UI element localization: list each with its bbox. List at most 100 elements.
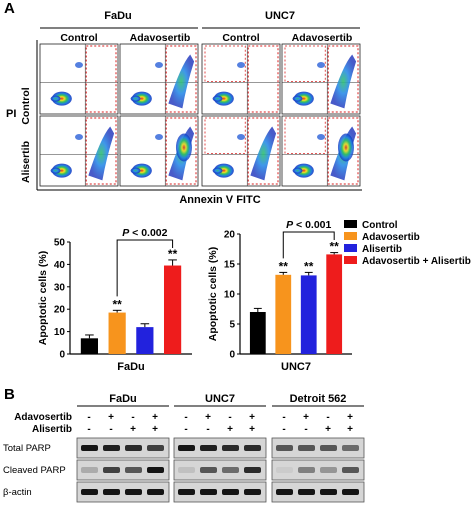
wb-band	[125, 445, 142, 451]
wb-band	[342, 467, 359, 473]
wb-band	[147, 467, 164, 473]
significance-mark: **	[304, 259, 314, 273]
flow-col-label-2: Adavosertib	[129, 32, 191, 44]
wb-adavosertib-mark: +	[303, 412, 309, 423]
y-tick-label: 5	[229, 320, 235, 331]
flow-row-label-alisertib: Alisertib	[20, 141, 32, 184]
y-tick-label: 15	[224, 260, 236, 271]
flow-col-label-4: Adavosertib	[291, 32, 353, 44]
wb-alisertib-mark: -	[184, 424, 187, 435]
wb-band	[298, 467, 315, 473]
wb-band	[320, 467, 337, 473]
wb-band	[222, 467, 239, 473]
wb-blot-box	[271, 481, 365, 503]
wb-alisertib-mark: -	[304, 424, 307, 435]
wb-adavosertib-mark: +	[108, 412, 114, 423]
wb-band	[298, 489, 315, 495]
wb-band	[103, 445, 120, 451]
wb-blot-box	[173, 481, 267, 503]
comparison-bracket	[282, 231, 335, 259]
legend-swatch	[344, 220, 357, 228]
panel-b-label: B	[4, 386, 15, 403]
wb-adavosertib-mark: -	[282, 412, 285, 423]
wb-blot-box	[76, 459, 170, 481]
wb-band	[178, 467, 195, 473]
wb-blot-box	[76, 481, 170, 503]
wb-group-title: UNC7	[205, 393, 235, 405]
y-tick-label: 10	[224, 290, 236, 301]
wb-adavosertib-mark: +	[205, 412, 211, 423]
significance-mark: **	[112, 297, 122, 311]
wb-band	[200, 445, 217, 451]
bar-1	[80, 338, 99, 354]
wb-group-title: Detroit 562	[290, 393, 347, 405]
wb-band	[320, 489, 337, 495]
flow-plot-2-2	[119, 115, 199, 187]
legend-label: Adavosertib	[362, 232, 420, 243]
wb-band	[222, 445, 239, 451]
wb-band	[276, 445, 293, 451]
wb-band	[178, 489, 195, 495]
flow-plot-2-1	[39, 115, 119, 187]
wb-band	[178, 445, 195, 451]
wb-band	[276, 467, 293, 473]
wb-band	[200, 489, 217, 495]
wb-band	[200, 467, 217, 473]
wb-band-label: Total PARP	[3, 443, 51, 454]
wb-blot-box	[76, 437, 170, 459]
bar-chart-unc7: 0 5 10 15 20 Apoptotic cells (%) UNC7 ** ** ** P <…	[207, 219, 352, 373]
y-tick-label: 30	[54, 282, 66, 293]
flow-plot-1-4	[281, 43, 361, 115]
flow-col-label-1: Control	[60, 32, 98, 44]
wb-band	[244, 445, 261, 451]
wb-adavosertib-mark: +	[152, 412, 158, 423]
wb-blot-box	[271, 437, 365, 459]
flow-row-label-control: Control	[20, 87, 32, 125]
wb-alisertib-mark: -	[282, 424, 285, 435]
bar-y-axis-label: Apoptotic cells (%)	[37, 251, 49, 346]
wb-band	[244, 489, 261, 495]
comparison-bracket	[116, 239, 174, 297]
wb-alisertib-mark: -	[87, 424, 90, 435]
wb-adavosertib-mark: -	[184, 412, 187, 423]
bar-x-axis-label: FaDu	[117, 361, 145, 373]
y-tick-label: 50	[54, 238, 66, 249]
flow-plot-1-3	[201, 43, 281, 115]
significance-mark: **	[330, 240, 340, 254]
wb-band	[103, 489, 120, 495]
wb-alisertib-mark: -	[206, 424, 209, 435]
wb-blot-box	[271, 459, 365, 481]
wb-alisertib-mark: +	[347, 424, 353, 435]
wb-adavosertib-mark: -	[87, 412, 90, 423]
wb-adavosertib-mark: -	[228, 412, 231, 423]
flow-plot-1-1	[39, 43, 119, 115]
wb-blot-box	[173, 459, 267, 481]
flow-cellline-unc7: UNC7	[265, 10, 295, 22]
flow-plot-2-3	[201, 115, 281, 187]
legend-label: Control	[362, 220, 398, 231]
wb-adavosertib-mark: -	[326, 412, 329, 423]
wb-band	[125, 467, 142, 473]
wb-band-label: Cleaved PARP	[3, 465, 66, 476]
wb-row-label-alisertib: Alisertib	[32, 424, 72, 435]
legend-swatch	[344, 232, 357, 240]
wb-band	[81, 445, 98, 451]
wb-alisertib-mark: -	[109, 424, 112, 435]
flow-x-axis-label: Annexin V FITC	[179, 194, 261, 206]
bar-4	[163, 265, 182, 354]
flow-y-axis-label: PI	[6, 108, 17, 120]
wb-band-label: β-actin	[3, 487, 32, 498]
wb-band	[147, 489, 164, 495]
panel-a-label: A	[4, 0, 15, 17]
y-tick-label: 40	[54, 260, 66, 271]
flow-plot-2-4	[281, 115, 361, 187]
wb-group-title: FaDu	[109, 393, 137, 405]
wb-band	[147, 445, 164, 451]
bar-3	[136, 327, 154, 354]
wb-band	[276, 489, 293, 495]
wb-adavosertib-mark: -	[131, 412, 134, 423]
bar-y-axis-label: Apoptotic cells (%)	[207, 247, 219, 342]
flow-plot-1-2	[119, 43, 199, 115]
